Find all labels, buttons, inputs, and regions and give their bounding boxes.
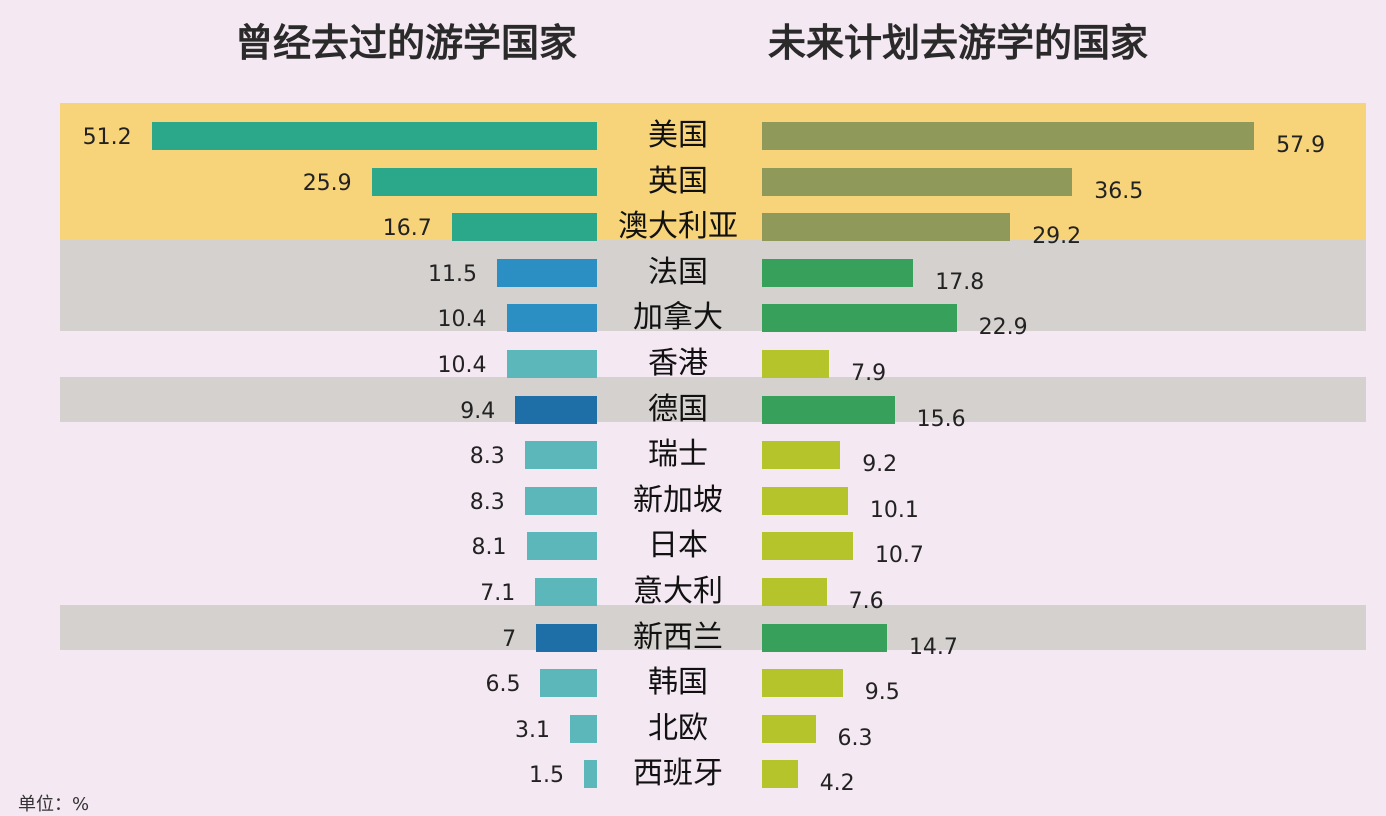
category-label: 香港	[648, 346, 708, 381]
right-value-label: 57.9	[1276, 133, 1326, 158]
highlight-band	[60, 376, 1366, 423]
right-value-label: 7.6	[848, 589, 884, 614]
right-bar	[762, 122, 1255, 150]
left-bar	[506, 304, 597, 333]
right-value-label: 10.7	[874, 543, 924, 569]
left-value-label: 1.5	[528, 763, 564, 789]
left-value-label: 8.1	[471, 535, 507, 561]
category-label: 意大利	[633, 574, 723, 609]
right-value-label: 17.8	[935, 269, 985, 295]
left-bar	[451, 213, 597, 242]
category-label: 新加坡	[633, 482, 723, 518]
left-value-label: 25.9	[302, 170, 352, 196]
category-label: 德国	[648, 391, 708, 427]
left-value-label: 3.1	[515, 717, 551, 743]
left-bar	[371, 167, 597, 196]
category-label: 日本	[648, 528, 708, 564]
left-bar	[570, 714, 597, 743]
right-bar	[762, 486, 848, 515]
left-bar	[540, 669, 597, 698]
right-bar	[762, 714, 816, 743]
highlight-band	[60, 604, 1366, 651]
left-value-label: 51.2	[82, 125, 132, 150]
category-label: 加拿大	[633, 300, 723, 336]
left-value-label: 11.5	[427, 261, 477, 287]
left-bar	[535, 578, 597, 606]
left-bar	[506, 350, 597, 378]
right-bar	[762, 669, 843, 698]
right-value-label: 36.5	[1094, 178, 1144, 204]
category-label: 英国	[648, 163, 708, 199]
right-value-label: 4.2	[819, 771, 855, 797]
left-value-label: 10.4	[437, 307, 487, 333]
left-bar	[151, 122, 597, 150]
right-value-label: 9.5	[864, 680, 900, 706]
right-value-label: 10.1	[869, 497, 919, 523]
right-value-label: 29.2	[1032, 224, 1082, 250]
left-value-label: 7	[502, 626, 517, 652]
category-label: 新西兰	[633, 619, 723, 655]
category-label: 北欧	[648, 710, 708, 746]
left-value-label: 9.4	[460, 398, 496, 424]
right-value-label: 15.6	[916, 406, 966, 432]
left-value-label: 7.1	[480, 581, 516, 606]
left-bar	[583, 760, 597, 789]
left-bar	[524, 486, 597, 515]
right-chart-title: 未来计划去游学的国家	[768, 21, 1149, 65]
right-bar	[762, 578, 827, 606]
right-value-label: 7.9	[851, 361, 887, 386]
right-value-label: 6.3	[837, 725, 873, 751]
left-bar	[496, 258, 597, 287]
right-bar	[762, 760, 798, 789]
left-value-label: 8.3	[469, 444, 505, 470]
category-label: 澳大利亚	[618, 209, 738, 245]
unit-label: 单位：%	[18, 794, 90, 815]
highlight-band	[60, 239, 1366, 331]
left-bar	[515, 395, 597, 424]
right-value-label: 22.9	[978, 315, 1028, 341]
left-bar	[526, 532, 597, 561]
right-bar	[762, 304, 957, 333]
left-value-label: 6.5	[485, 672, 521, 698]
left-chart-title: 曾经去过的游学国家	[235, 21, 578, 65]
right-bar	[762, 213, 1011, 242]
left-bar	[536, 623, 597, 652]
right-bar	[762, 623, 887, 652]
category-label: 法国	[648, 254, 708, 290]
left-bar	[524, 441, 597, 470]
right-bar	[762, 441, 841, 470]
category-label: 西班牙	[633, 756, 723, 792]
left-value-label: 10.4	[437, 353, 487, 378]
left-value-label: 8.3	[469, 489, 505, 515]
right-bar	[762, 167, 1073, 196]
right-value-label: 14.7	[908, 634, 958, 660]
category-label: 瑞士	[648, 437, 708, 473]
right-bar	[762, 350, 830, 378]
left-value-label: 16.7	[382, 216, 432, 242]
category-label: 美国	[648, 118, 708, 153]
right-bar	[762, 258, 914, 287]
category-label: 韩国	[648, 665, 708, 701]
right-bar	[762, 395, 895, 424]
right-bar	[762, 532, 853, 561]
right-value-label: 9.2	[862, 452, 898, 478]
